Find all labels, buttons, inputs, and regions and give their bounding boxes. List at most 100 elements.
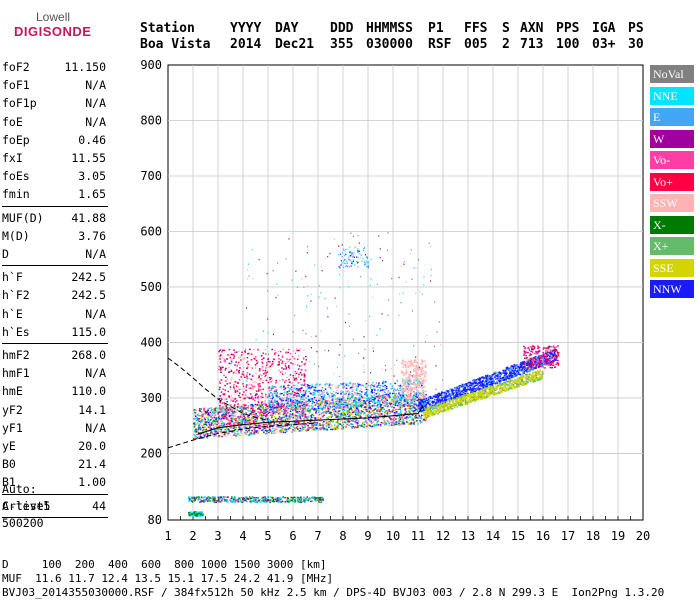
echo-point bbox=[228, 421, 231, 424]
echo-point bbox=[287, 398, 290, 400]
echo-point bbox=[263, 423, 266, 426]
param-value: 41.88 bbox=[71, 210, 106, 225]
echo-point bbox=[261, 361, 264, 364]
echo-point bbox=[281, 367, 283, 369]
echo-point bbox=[283, 394, 285, 396]
echo-point bbox=[279, 404, 282, 406]
echo-point bbox=[369, 420, 372, 422]
echo-point bbox=[312, 414, 315, 417]
echo-point bbox=[260, 402, 263, 404]
echo-point bbox=[422, 395, 424, 397]
echo-point bbox=[315, 410, 317, 412]
echo-point bbox=[240, 376, 242, 378]
echo-point bbox=[342, 393, 345, 395]
echo-point bbox=[327, 417, 330, 420]
echo-point bbox=[333, 402, 336, 405]
echo-point bbox=[258, 389, 260, 391]
echo-point bbox=[419, 417, 421, 419]
echo-point bbox=[339, 420, 342, 422]
echo-point bbox=[284, 419, 287, 421]
echo-point bbox=[269, 365, 271, 368]
echo-point bbox=[311, 424, 313, 426]
echo-point bbox=[344, 414, 346, 416]
echo-point bbox=[335, 403, 338, 405]
echo-point bbox=[385, 415, 388, 417]
echo-point bbox=[382, 382, 385, 384]
echo-point bbox=[493, 381, 495, 383]
echo-point bbox=[354, 401, 356, 403]
echo-point bbox=[321, 409, 324, 411]
echo-point bbox=[281, 361, 284, 364]
echo-point bbox=[302, 396, 305, 398]
echo-point bbox=[240, 405, 243, 408]
echo-point bbox=[299, 427, 302, 429]
echo-point bbox=[456, 388, 458, 390]
echo-point bbox=[243, 358, 246, 360]
echo-point bbox=[218, 350, 220, 353]
echo-point bbox=[329, 406, 332, 408]
echo-point bbox=[352, 426, 354, 428]
echo-point bbox=[316, 390, 319, 392]
echo-point bbox=[298, 355, 300, 357]
echo-point bbox=[204, 433, 207, 436]
echo-point bbox=[296, 394, 298, 396]
echo-point bbox=[263, 411, 266, 413]
echo-point bbox=[361, 424, 363, 426]
echo-point bbox=[225, 435, 227, 437]
echo-point bbox=[254, 403, 257, 406]
echo-point bbox=[529, 362, 532, 364]
echo-point bbox=[223, 425, 225, 427]
echo-point bbox=[213, 430, 216, 432]
echo-point bbox=[225, 410, 227, 413]
echo-point bbox=[408, 419, 411, 422]
echo-point bbox=[245, 406, 247, 409]
echo-point bbox=[225, 408, 228, 410]
echo-point bbox=[215, 406, 217, 409]
echo-point bbox=[318, 402, 321, 405]
echo-point bbox=[263, 403, 265, 405]
echo-point bbox=[197, 428, 200, 431]
echo-point bbox=[241, 351, 243, 353]
echo-point bbox=[285, 400, 287, 402]
echo-point bbox=[304, 409, 306, 411]
echo-point bbox=[297, 390, 300, 392]
echo-point bbox=[268, 394, 270, 396]
echo-point bbox=[389, 396, 391, 398]
echo-point bbox=[274, 407, 276, 409]
echo-point bbox=[376, 402, 379, 404]
echo-point bbox=[401, 417, 404, 420]
echo-point bbox=[479, 384, 482, 386]
echo-point bbox=[384, 391, 386, 393]
echo-point bbox=[275, 379, 277, 382]
echo-point bbox=[262, 388, 264, 390]
echo-point bbox=[377, 399, 380, 401]
echo-point bbox=[327, 405, 329, 407]
echo-point bbox=[377, 409, 380, 411]
echo-point bbox=[288, 378, 290, 381]
echo-point bbox=[205, 413, 207, 415]
echo-point bbox=[253, 411, 256, 414]
echo-point bbox=[268, 402, 270, 404]
echo-point bbox=[417, 417, 419, 419]
echo-point bbox=[213, 419, 215, 422]
echo-point bbox=[201, 437, 203, 439]
echo-point bbox=[303, 418, 305, 420]
echo-point bbox=[353, 398, 356, 401]
echo-point bbox=[396, 400, 399, 402]
echo-point bbox=[289, 400, 292, 402]
echo-point bbox=[377, 403, 379, 406]
echo-point bbox=[230, 422, 232, 424]
echo-point bbox=[304, 375, 306, 377]
echo-point bbox=[259, 426, 262, 428]
echo-point bbox=[443, 398, 446, 400]
echo-point bbox=[219, 408, 222, 410]
echo-point bbox=[236, 405, 239, 408]
echo-point bbox=[199, 422, 202, 425]
echo-point bbox=[391, 421, 394, 424]
echo-point bbox=[261, 429, 263, 431]
echo-point bbox=[367, 418, 370, 420]
echo-point bbox=[232, 416, 234, 419]
echo-point bbox=[325, 403, 327, 405]
echo-point bbox=[307, 422, 309, 424]
echo-point bbox=[288, 367, 291, 370]
